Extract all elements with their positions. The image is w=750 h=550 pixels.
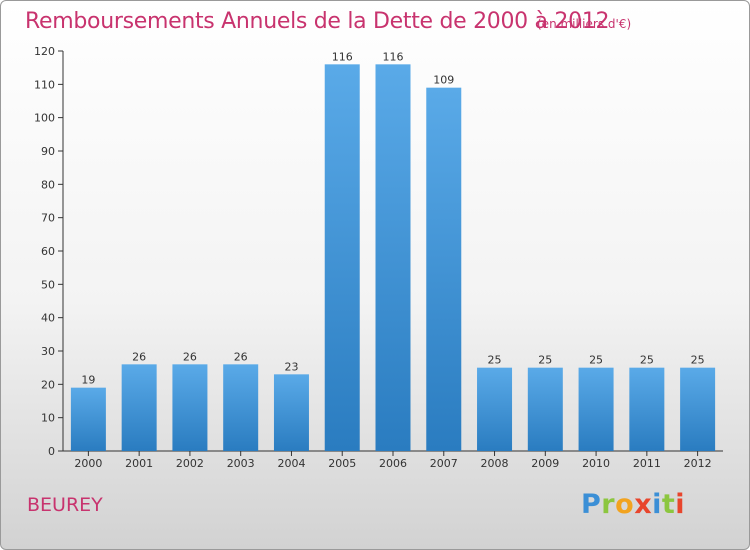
data-label-2004: 23	[284, 360, 298, 373]
y-tick-label: 90	[41, 145, 55, 158]
x-tick-label-2003: 2003	[227, 457, 255, 470]
x-tick-label-2001: 2001	[125, 457, 153, 470]
logo-letter: i	[652, 489, 662, 520]
data-label-2009: 25	[538, 354, 552, 367]
proxiti-logo[interactable]: Proxiti	[581, 489, 685, 520]
y-tick-label: 120	[34, 45, 55, 58]
bar-2009	[527, 367, 563, 451]
data-label-2012: 25	[691, 354, 705, 367]
x-tick-label-2004: 2004	[277, 457, 305, 470]
x-tick-label-2012: 2012	[684, 457, 712, 470]
bars: 19 26 26 26 23 116 116 109 25 25 25 25 25	[70, 50, 716, 452]
logo-letter: r	[601, 489, 616, 520]
data-label-2001: 26	[132, 350, 146, 363]
x-tick-label-2008: 2008	[481, 457, 509, 470]
x-tick-label-2009: 2009	[531, 457, 559, 470]
logo-letter: t	[661, 489, 676, 520]
bar-2001	[121, 364, 157, 451]
x-tick-label-2007: 2007	[430, 457, 458, 470]
logo-letter: i	[675, 489, 686, 520]
data-label-2003: 26	[234, 350, 248, 363]
y-tick-label: 40	[41, 312, 55, 325]
y-tick-label: 20	[41, 378, 55, 391]
bar-2003	[223, 364, 259, 451]
y-tick-label: 60	[41, 245, 55, 258]
bar-2010	[578, 367, 614, 451]
data-label-2005: 116	[332, 50, 353, 63]
y-tick-label: 110	[34, 78, 55, 91]
x-tick-label-2011: 2011	[633, 457, 661, 470]
bar-2007	[426, 87, 462, 452]
x-axis: 2000 2001 2002 2003 2004 2005 2006 2007 2008 2009…	[63, 450, 723, 470]
chart-unit-label: (en milliers d'€)	[537, 17, 632, 31]
chart-title: Remboursements Annuels de la Dette de 20…	[25, 9, 610, 34]
commune-name: BEUREY	[27, 494, 103, 516]
y-tick-label: 30	[41, 345, 55, 358]
data-label-2007: 109	[433, 74, 454, 87]
x-tick-label-2000: 2000	[74, 457, 102, 470]
y-tick-label: 10	[41, 412, 55, 425]
y-axis: 0 10 20 30 40 50 60 70 80 90 100 110 120	[34, 45, 64, 458]
bar-2000	[70, 387, 106, 451]
y-tick-label: 80	[41, 178, 55, 191]
logo-letter: x	[634, 489, 653, 520]
bar-2006	[375, 64, 411, 452]
x-tick-label-2002: 2002	[176, 457, 204, 470]
x-tick-label-2010: 2010	[582, 457, 610, 470]
data-label-2010: 25	[589, 354, 603, 367]
y-tick-label: 50	[41, 278, 55, 291]
data-label-2008: 25	[488, 354, 502, 367]
bar-2008	[477, 367, 513, 451]
x-tick-label-2005: 2005	[328, 457, 356, 470]
x-tick-label-2006: 2006	[379, 457, 407, 470]
bar-2004	[273, 374, 309, 451]
data-label-2000: 19	[81, 374, 95, 387]
bar-2012	[680, 367, 716, 451]
bar-2011	[629, 367, 665, 451]
bar-2002	[172, 364, 208, 451]
y-tick-label: 70	[41, 212, 55, 225]
data-label-2002: 26	[183, 350, 197, 363]
data-label-2006: 116	[383, 50, 404, 63]
logo-letter: P	[581, 489, 602, 520]
y-tick-label: 100	[34, 112, 55, 125]
data-label-2011: 25	[640, 354, 654, 367]
logo-letter: o	[615, 489, 635, 520]
bar-2005	[324, 64, 360, 452]
y-tick-label: 0	[48, 445, 55, 458]
